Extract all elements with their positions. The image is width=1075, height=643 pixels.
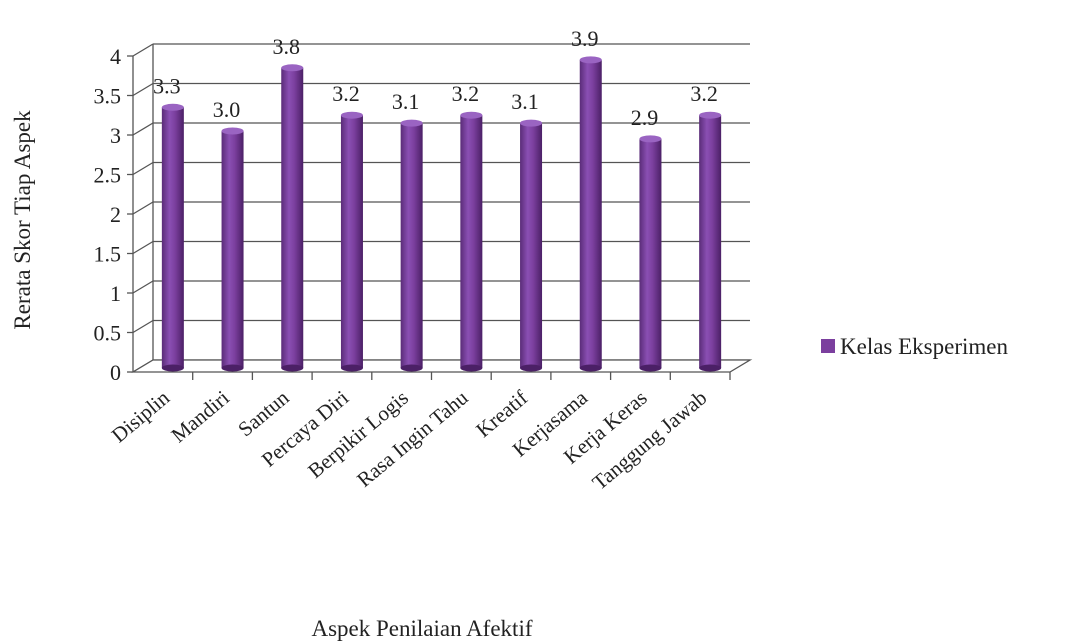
bar-body bbox=[639, 138, 662, 368]
bar-base bbox=[340, 364, 363, 372]
data-label: 3.3 bbox=[153, 73, 181, 98]
bar-body bbox=[400, 123, 423, 368]
data-label: 2.9 bbox=[631, 105, 659, 130]
data-label: 3.2 bbox=[452, 81, 480, 106]
y-tick-labels: 0 0.5 1 1.5 2 2.5 3 3.5 4 bbox=[94, 44, 122, 385]
gridline-side bbox=[132, 43, 154, 57]
y-tick-label: 1.5 bbox=[94, 242, 122, 267]
bar-top bbox=[161, 103, 184, 111]
gridline-side bbox=[132, 240, 154, 255]
y-tick-label: 0.5 bbox=[94, 321, 122, 346]
data-label: 3.0 bbox=[213, 97, 241, 122]
bar-top bbox=[281, 64, 304, 72]
bar bbox=[699, 111, 722, 372]
bar-body bbox=[281, 67, 304, 369]
data-label: 3.1 bbox=[511, 89, 539, 114]
bar bbox=[161, 103, 184, 372]
bar-body bbox=[340, 115, 363, 368]
bar-body bbox=[699, 115, 722, 368]
data-label: 3.2 bbox=[332, 81, 360, 106]
bar-base bbox=[281, 364, 304, 372]
bar-body bbox=[579, 59, 602, 369]
data-labels: 3.3 3.0 3.8 3.2 3.1 3.2 3.1 3.9 2.9 3.2 bbox=[153, 26, 718, 130]
legend-label: Kelas Eksperimen bbox=[840, 334, 1008, 359]
bar bbox=[460, 111, 483, 372]
bar-base bbox=[579, 364, 602, 372]
gridline-side bbox=[132, 161, 154, 176]
legend-swatch bbox=[821, 339, 835, 353]
bar-top bbox=[221, 127, 244, 135]
gridline-side bbox=[132, 319, 154, 334]
x-axis-title: Aspek Penilaian Afektif bbox=[311, 616, 532, 641]
x-tick-label: Mandiri bbox=[167, 385, 234, 447]
bar-body bbox=[460, 115, 483, 368]
gridline-side bbox=[132, 122, 154, 136]
y-tick-label: 3.5 bbox=[94, 84, 122, 109]
bar bbox=[579, 56, 602, 372]
data-label: 3.8 bbox=[273, 34, 301, 59]
gridlines bbox=[132, 43, 750, 373]
bar-top bbox=[579, 56, 602, 64]
bar-top bbox=[639, 135, 662, 143]
bar-top bbox=[460, 111, 483, 119]
bar-base bbox=[520, 364, 543, 372]
bar-top bbox=[520, 119, 543, 127]
bar-body bbox=[520, 123, 543, 368]
bar-top bbox=[699, 111, 722, 119]
bar-base bbox=[161, 364, 184, 372]
data-label: 3.9 bbox=[571, 26, 599, 51]
bar-top bbox=[340, 111, 363, 119]
bars bbox=[161, 56, 722, 372]
bar bbox=[400, 119, 423, 372]
bar-top bbox=[400, 119, 423, 127]
gridline-side bbox=[132, 201, 154, 215]
gridline-side bbox=[132, 82, 154, 97]
bar bbox=[639, 135, 662, 372]
y-tick-label: 0 bbox=[110, 360, 121, 385]
bar-body bbox=[161, 107, 184, 369]
bar bbox=[281, 64, 304, 372]
bar-base bbox=[699, 364, 722, 372]
legend: Kelas Eksperimen bbox=[821, 334, 1008, 359]
y-tick-label: 2 bbox=[110, 202, 121, 227]
bar-base bbox=[460, 364, 483, 372]
bar-base bbox=[639, 364, 662, 372]
y-tick-label: 1 bbox=[110, 281, 121, 306]
bar-base bbox=[221, 364, 244, 372]
bar bbox=[221, 127, 244, 372]
x-tick-label: Disiplin bbox=[107, 385, 175, 447]
bar bbox=[340, 111, 363, 372]
bar bbox=[520, 119, 543, 372]
bar-body bbox=[221, 131, 244, 368]
y-tick-label: 3 bbox=[110, 123, 121, 148]
gridline-side bbox=[132, 280, 154, 294]
bar-base bbox=[400, 364, 423, 372]
data-label: 3.2 bbox=[690, 81, 718, 106]
y-tick-label: 2.5 bbox=[94, 163, 122, 188]
y-tick-label: 4 bbox=[110, 44, 121, 69]
y-axis-title: Rerata Skor Tiap Aspek bbox=[10, 110, 35, 330]
data-label: 3.1 bbox=[392, 89, 420, 114]
